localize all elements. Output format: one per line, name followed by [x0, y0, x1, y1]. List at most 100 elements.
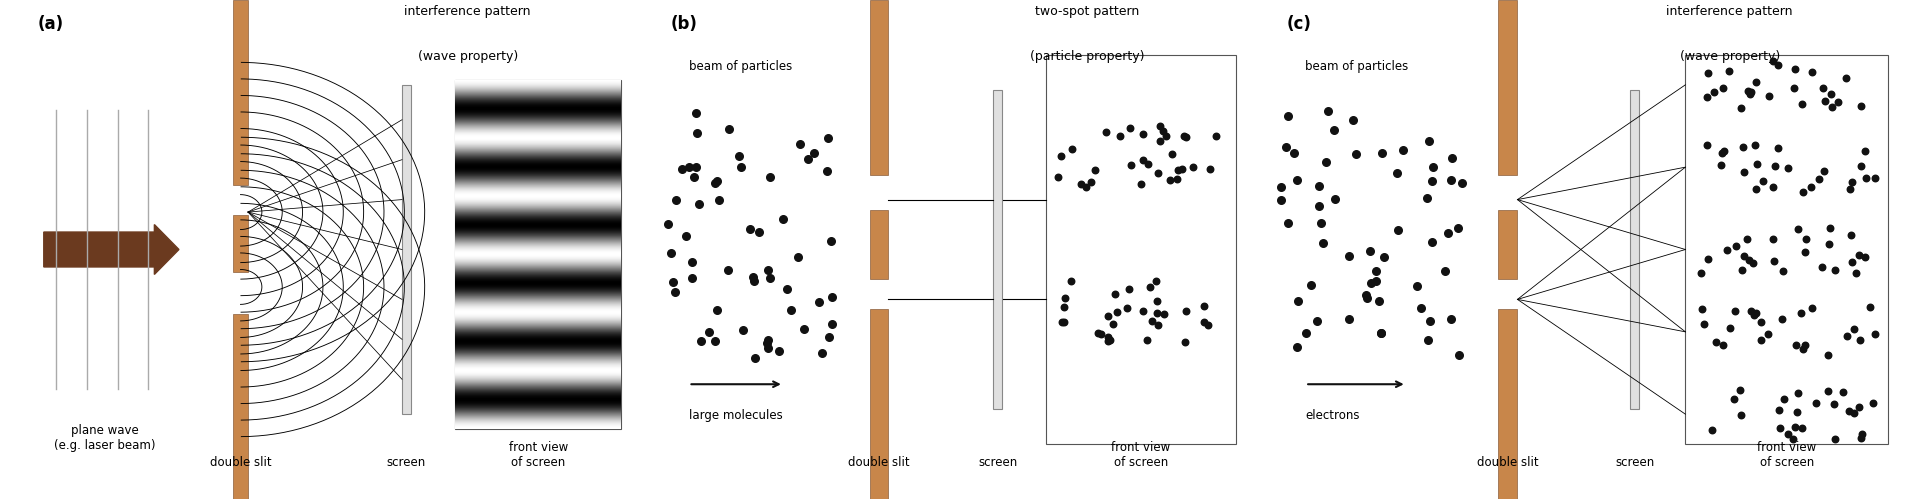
Point	[1832, 74, 1862, 82]
Point	[1446, 179, 1476, 187]
Point	[1334, 252, 1365, 260]
Point	[753, 266, 783, 274]
Point	[1083, 329, 1114, 337]
Point	[1692, 93, 1722, 101]
Bar	[1498, 309, 1517, 499]
Point	[1094, 336, 1125, 344]
Point	[1350, 291, 1380, 299]
Text: large molecules: large molecules	[689, 409, 781, 422]
Point	[1066, 180, 1096, 188]
Point	[1860, 174, 1891, 182]
Point	[1837, 178, 1868, 186]
Point	[1311, 158, 1342, 166]
Point	[1430, 267, 1461, 275]
Point	[1741, 78, 1772, 86]
Point	[1726, 104, 1757, 112]
Point	[1711, 246, 1741, 253]
Point	[1859, 400, 1889, 408]
Point	[1841, 269, 1872, 277]
Point	[1805, 175, 1836, 183]
Bar	[232, 314, 248, 499]
Point	[1171, 306, 1202, 314]
Point	[1795, 183, 1826, 191]
Point	[728, 326, 758, 334]
Point	[1845, 102, 1876, 110]
Point	[1434, 314, 1465, 322]
Point	[1692, 141, 1722, 149]
Point	[682, 129, 712, 137]
Point	[1194, 165, 1225, 173]
Point	[1820, 435, 1851, 443]
Point	[1797, 68, 1828, 76]
Point	[1135, 283, 1165, 291]
Point	[1734, 90, 1764, 98]
Point	[1092, 337, 1123, 345]
Point	[768, 215, 799, 223]
Point	[1812, 240, 1843, 248]
Bar	[1498, 210, 1517, 279]
FancyArrow shape	[44, 225, 179, 274]
Point	[680, 173, 710, 181]
Point	[682, 109, 712, 117]
Point	[1340, 150, 1371, 158]
Point	[1709, 147, 1740, 155]
Point	[1747, 177, 1778, 185]
Point	[1845, 162, 1876, 170]
Point	[1265, 197, 1296, 205]
Point	[1283, 296, 1313, 304]
Point	[1127, 130, 1158, 138]
Point	[1788, 188, 1818, 196]
Point	[1778, 435, 1809, 443]
Point	[1847, 430, 1878, 438]
Point	[1265, 183, 1296, 191]
Point	[1363, 297, 1394, 305]
Bar	[232, 215, 248, 272]
Point	[1296, 281, 1327, 289]
Point	[1417, 238, 1448, 246]
Point	[1763, 61, 1793, 69]
Text: two-spot pattern: two-spot pattern	[1035, 5, 1139, 18]
Point	[1142, 321, 1173, 329]
Point	[1388, 146, 1419, 154]
Point	[1356, 279, 1386, 287]
Point	[1056, 145, 1087, 153]
Point	[1734, 256, 1764, 264]
Point	[1753, 92, 1784, 100]
Point	[1382, 170, 1413, 178]
Point	[1290, 329, 1321, 337]
Point	[755, 173, 785, 181]
Point	[684, 200, 714, 208]
Point	[1849, 147, 1880, 155]
Point	[1693, 255, 1724, 263]
Point	[1137, 317, 1167, 325]
Point	[816, 293, 847, 301]
Point	[1100, 289, 1131, 297]
Point	[1789, 341, 1820, 349]
Point	[1050, 294, 1081, 302]
Point	[812, 167, 843, 175]
Point	[1836, 186, 1866, 194]
Point	[799, 149, 829, 157]
Point	[1148, 127, 1179, 135]
Point	[1092, 333, 1123, 341]
Point	[714, 125, 745, 133]
Point	[1354, 248, 1384, 255]
Point	[1851, 174, 1882, 182]
Point	[1319, 195, 1350, 203]
Point	[1745, 318, 1776, 326]
Point	[670, 232, 701, 240]
Point	[737, 273, 768, 281]
Point	[1801, 399, 1832, 407]
Point	[1738, 259, 1768, 267]
Text: (wave property): (wave property)	[417, 50, 518, 63]
Point	[1336, 116, 1367, 124]
Point	[1820, 266, 1851, 274]
Point	[1043, 173, 1073, 181]
Point	[1169, 132, 1200, 140]
Text: (b): (b)	[670, 15, 697, 33]
Point	[1415, 317, 1446, 325]
Point	[814, 333, 845, 341]
Point	[1782, 225, 1812, 233]
Point	[1778, 84, 1809, 92]
Text: electrons: electrons	[1306, 409, 1359, 422]
